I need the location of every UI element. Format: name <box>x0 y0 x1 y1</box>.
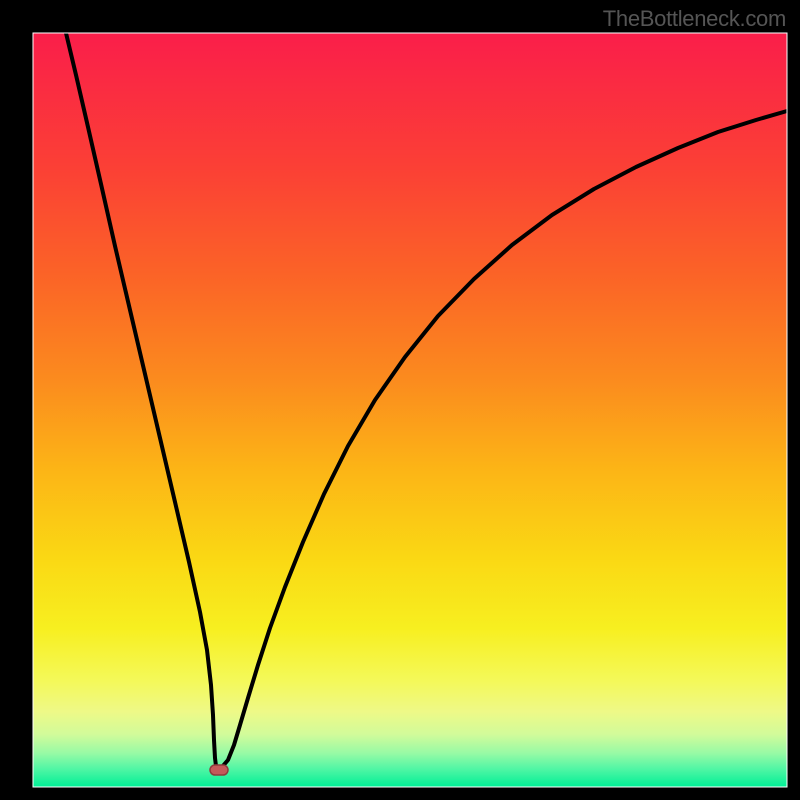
plot-background <box>33 33 787 787</box>
watermark-text: TheBottleneck.com <box>603 6 786 32</box>
chart-container: TheBottleneck.com <box>0 0 800 800</box>
minimum-marker <box>210 765 228 775</box>
chart-svg <box>0 0 800 800</box>
